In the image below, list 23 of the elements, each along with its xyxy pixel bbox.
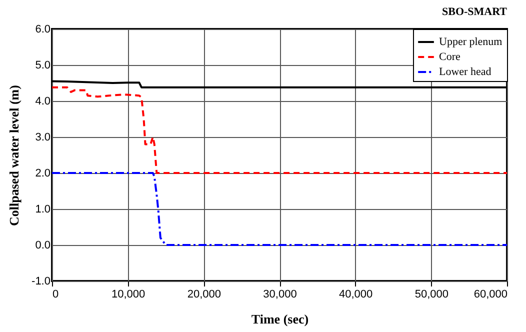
y-tick-label: 2.0: [35, 168, 50, 180]
legend-label: Core: [439, 51, 460, 63]
y-tick-label: 0.0: [35, 240, 50, 252]
y-tick-label: 3.0: [35, 132, 50, 144]
chart-title: SBO-SMART: [442, 6, 508, 18]
x-tick-label: 10,000: [112, 288, 146, 300]
x-tick-label: 60,000: [474, 288, 508, 300]
y-tick-label: 1.0: [35, 204, 50, 216]
y-axis-title: Collpased water level (m): [6, 85, 22, 226]
x-tick-label: 20,000: [187, 288, 221, 300]
y-tick-label: -1.0: [32, 276, 50, 288]
line-series: [51, 86, 508, 174]
legend-label: Upper plenum: [439, 36, 503, 48]
x-tick-label: 30,000: [263, 288, 297, 300]
y-tick-label: 5.0: [35, 60, 50, 72]
legend-label: Lower head: [439, 66, 492, 78]
y-tick-label: 6.0: [35, 24, 50, 36]
x-tick-label: 0: [52, 288, 59, 300]
x-tick-label: 50,000: [414, 288, 448, 300]
y-tick-label: 4.0: [35, 96, 50, 108]
line-series: [51, 172, 508, 246]
x-axis-title: Time (sec): [251, 312, 309, 326]
x-tick-label: 40,000: [339, 288, 373, 300]
